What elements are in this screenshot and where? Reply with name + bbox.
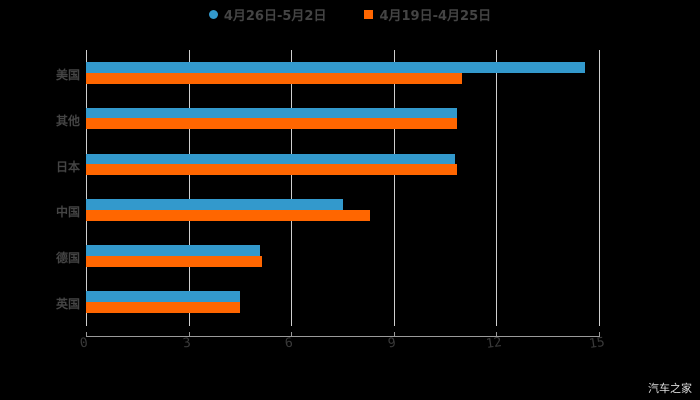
gridline [393,50,395,326]
bar[interactable] [86,255,263,267]
category-label: 英国 [55,297,80,311]
x-tick [496,332,498,337]
bar[interactable] [86,199,343,211]
bar[interactable] [86,118,458,130]
category-label: 美国 [55,68,80,82]
legend-item-series-2[interactable]: 4月19日-4月25日 [364,5,491,24]
x-tick-label: 6 [284,335,295,352]
x-tick-label: 0 [78,335,89,352]
x-tick-label: 15 [588,334,606,353]
legend-item-series-1[interactable]: 4月26日-5月2日 [208,5,327,24]
x-tick [393,332,395,337]
square-marker-icon [364,9,374,19]
x-tick-label: 12 [485,334,504,353]
watermark: 汽车之家 [648,382,692,395]
gridline [188,50,190,326]
category-label: 中国 [55,205,80,220]
category-label: 日本 [55,159,80,174]
gridline [291,50,293,326]
bar[interactable] [86,107,458,119]
bar[interactable] [86,301,240,313]
bar[interactable] [86,153,456,165]
x-tick-label: 9 [386,335,397,352]
gridline [599,50,600,326]
x-tick [599,332,600,337]
gridline [496,50,498,326]
bar[interactable] [86,62,586,73]
circle-marker-icon [208,9,218,19]
legend: 4月26日-5月2日 4月19日-4月25日 [0,4,700,24]
x-tick [86,332,87,337]
x-tick [188,332,190,337]
category-label: 德国 [55,251,80,266]
bar[interactable] [86,209,370,221]
bar[interactable] [86,72,463,84]
bar[interactable] [86,291,240,302]
legend-label: 4月19日-4月25日 [379,8,492,24]
legend-label: 4月26日-5月2日 [223,8,327,24]
bar[interactable] [86,164,458,176]
x-tick-label: 3 [181,335,192,352]
x-axis [86,336,599,337]
x-tick [291,332,293,337]
category-label: 其他 [55,113,80,128]
gridline [86,50,87,326]
bar[interactable] [86,245,261,257]
